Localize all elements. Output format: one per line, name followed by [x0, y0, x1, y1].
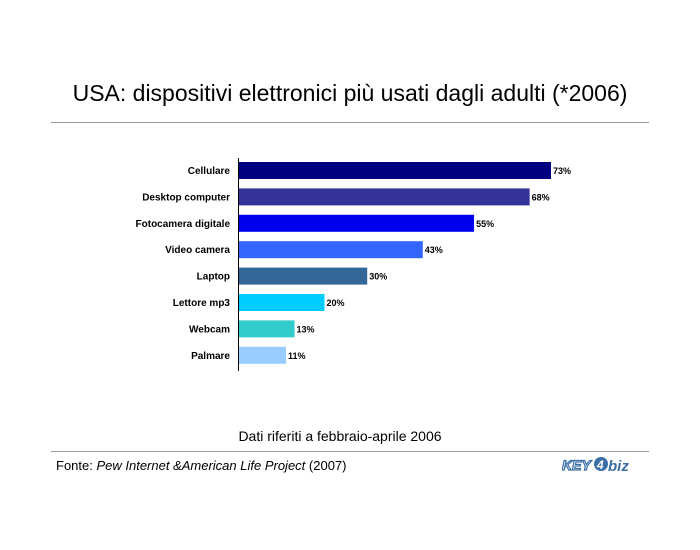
source-prefix: Fonte:	[56, 458, 97, 473]
bar-palmare	[239, 346, 287, 364]
category-label: Laptop	[197, 272, 230, 283]
logo-digit: 4	[596, 458, 604, 472]
category-label: Fotocamera digitale	[136, 219, 231, 230]
value-label: 68%	[532, 192, 550, 202]
title-divider	[51, 122, 649, 123]
key4biz-logo: KEY 4 biz	[562, 456, 629, 475]
logo-biz-text: biz	[608, 458, 629, 475]
footer-divider	[51, 451, 649, 452]
category-label: Palmare	[191, 351, 230, 362]
bar-video-camera	[239, 241, 423, 259]
bar-lettore-mp3	[239, 294, 325, 311]
category-label: Desktop computer	[142, 192, 230, 203]
data-period-note: Dati riferiti a febbraio-aprile 2006	[238, 428, 442, 444]
bar-desktop-computer	[239, 188, 530, 206]
bar-webcam	[239, 320, 295, 338]
bar-chart: Cellulare 73% Desktop computer 68% Fotocamer…	[136, 158, 571, 371]
value-label: 30%	[369, 272, 387, 282]
chart-title: USA: dispositivi elettronici più usati d…	[72, 80, 628, 106]
value-label: 73%	[553, 166, 571, 176]
value-label: 55%	[476, 219, 494, 229]
category-label: Cellulare	[188, 166, 231, 177]
value-label: 11%	[288, 351, 306, 361]
category-label: Lettore mp3	[173, 298, 231, 309]
logo-key-text: KEY	[562, 457, 592, 473]
source-credit: Fonte: Pew Internet &American Life Proje…	[56, 458, 347, 473]
bar-cellulare	[239, 162, 551, 179]
source-year: (2007)	[305, 458, 347, 473]
value-label: 20%	[326, 298, 344, 308]
value-label: 13%	[297, 324, 315, 334]
category-label: Video camera	[165, 245, 230, 256]
category-label: Webcam	[189, 324, 230, 335]
bar-fotocamera-digitale	[239, 214, 475, 232]
bar-laptop	[239, 267, 368, 285]
source-title: Pew Internet &American Life Project	[96, 458, 306, 473]
value-label: 43%	[425, 245, 443, 255]
